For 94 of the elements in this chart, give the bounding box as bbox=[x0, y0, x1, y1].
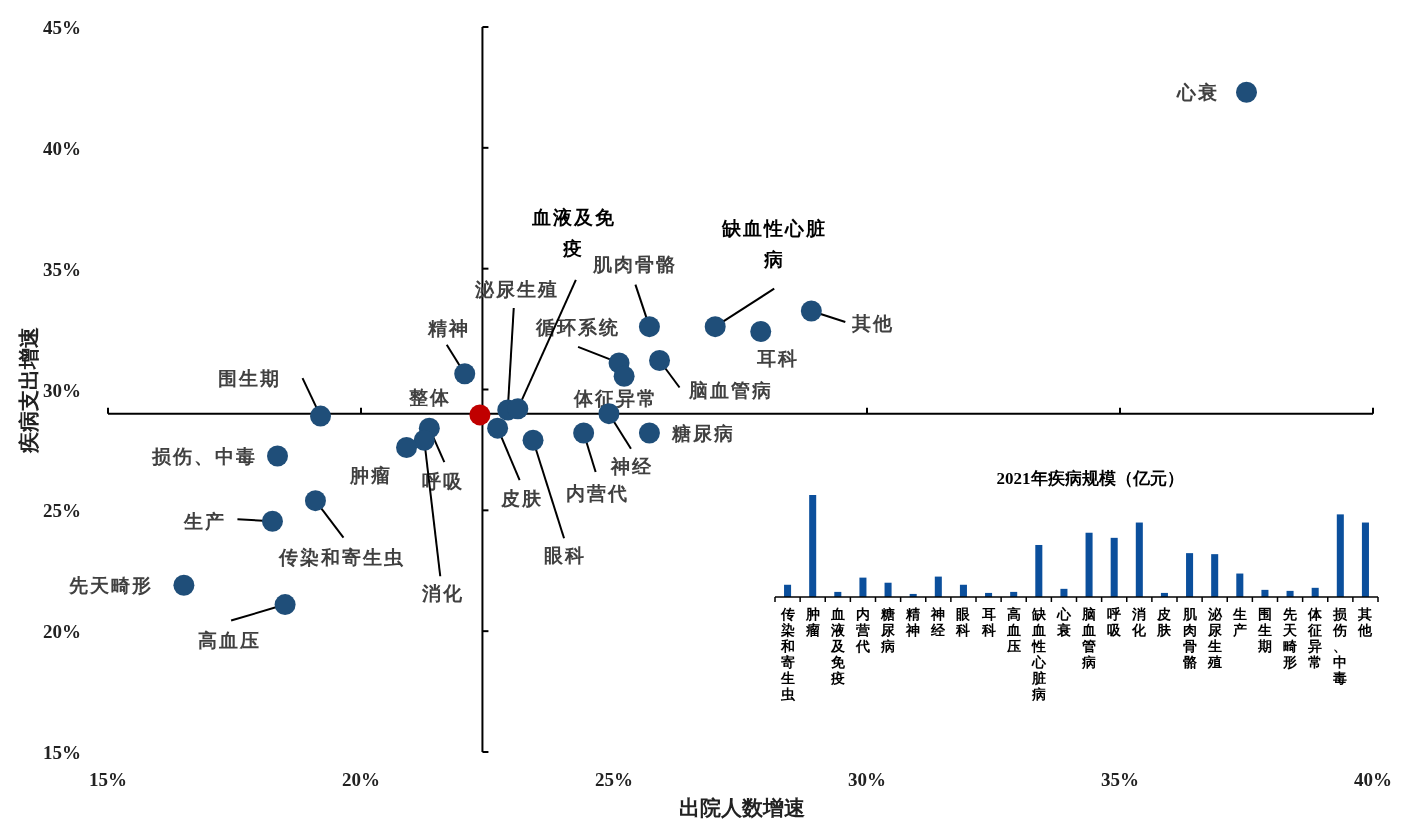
bar bbox=[884, 582, 892, 597]
annotation: 精神 bbox=[426, 317, 470, 339]
point bbox=[267, 445, 289, 467]
point bbox=[261, 510, 283, 532]
bar bbox=[1336, 514, 1344, 597]
annotation: 缺血性心脏病 bbox=[720, 217, 827, 270]
point bbox=[800, 300, 822, 322]
x-tick-label: 20% bbox=[342, 769, 380, 790]
point bbox=[638, 422, 660, 444]
point bbox=[649, 350, 671, 371]
y-tick-label: 35% bbox=[43, 258, 81, 280]
y-tick-label: 45% bbox=[43, 17, 81, 38]
bar bbox=[1236, 573, 1244, 597]
annotation: 生产 bbox=[183, 511, 227, 533]
point bbox=[173, 574, 195, 596]
y-tick-label: 30% bbox=[43, 379, 81, 401]
annotation: 传染和寄生虫 bbox=[278, 546, 406, 568]
y-tick-label: 15% bbox=[43, 742, 81, 763]
point bbox=[454, 363, 476, 385]
point bbox=[310, 405, 332, 427]
annotation: 损伤、中毒 bbox=[151, 445, 258, 467]
annotation: 消化 bbox=[421, 583, 465, 605]
bar bbox=[1035, 544, 1043, 597]
x-axis-title: 出院人数增速 bbox=[679, 796, 805, 820]
x-tick-label: 心衰 bbox=[1055, 606, 1072, 638]
y-axis-title: 疾病支出增速 bbox=[17, 327, 41, 454]
annotation: 心衰 bbox=[1175, 82, 1219, 104]
x-tick-label: 生产 bbox=[1231, 607, 1247, 638]
x-tick-label: 神经 bbox=[930, 606, 947, 638]
annotation: 其他 bbox=[851, 312, 895, 334]
x-tick-label: 糖尿病 bbox=[880, 606, 897, 654]
x-tick-label: 血液及免疫 bbox=[829, 607, 846, 686]
point bbox=[274, 594, 296, 616]
point bbox=[1236, 81, 1257, 103]
x-tick-label: 泌尿生殖 bbox=[1206, 607, 1223, 670]
x-tick-label: 皮肤 bbox=[1156, 607, 1173, 638]
annotation: 整体 bbox=[407, 386, 451, 408]
bar bbox=[1361, 522, 1369, 597]
bar bbox=[934, 576, 942, 597]
x-tick-label: 内营代 bbox=[854, 607, 870, 654]
point bbox=[573, 422, 595, 444]
x-tick-label: 其他 bbox=[1357, 607, 1374, 638]
x-tick-label: 围生期 bbox=[1256, 607, 1272, 654]
x-tick-label: 脑血管病 bbox=[1081, 606, 1097, 670]
y-tick-label: 40% bbox=[43, 137, 81, 159]
x-tick-label: 消化 bbox=[1131, 607, 1148, 638]
annotation: 肿瘤 bbox=[348, 464, 392, 486]
x-tick-label: 精神 bbox=[905, 607, 921, 638]
bar bbox=[959, 584, 967, 597]
bar bbox=[1186, 553, 1194, 597]
bar bbox=[809, 495, 817, 597]
x-tick-label: 眼科 bbox=[955, 607, 972, 638]
x-tick-label: 体征异常 bbox=[1307, 607, 1324, 670]
x-tick-label: 40% bbox=[1354, 769, 1392, 790]
x-tick-label: 肿瘤 bbox=[804, 607, 820, 638]
x-tick-label: 30% bbox=[848, 769, 886, 790]
point bbox=[413, 429, 435, 451]
x-tick-label: 15% bbox=[89, 769, 127, 790]
point bbox=[522, 429, 544, 451]
bar bbox=[1110, 537, 1118, 597]
chart-title: 2021年疾病规模（亿元） bbox=[996, 469, 1184, 488]
annotation: 先天畸形 bbox=[67, 575, 153, 597]
point bbox=[396, 437, 418, 458]
x-tick-label: 呼吸 bbox=[1107, 606, 1123, 638]
x-tick-label: 缺血性心脏病 bbox=[1030, 607, 1047, 702]
x-tick-label: 高血压 bbox=[1005, 606, 1021, 654]
point bbox=[704, 316, 726, 338]
x-tick-label: 肌肉骨骼 bbox=[1181, 607, 1198, 670]
x-tick-label: 耳科 bbox=[980, 607, 996, 638]
point bbox=[638, 316, 660, 338]
x-tick-label: 损伤、中毒 bbox=[1332, 607, 1349, 686]
bar bbox=[1211, 554, 1219, 597]
point bbox=[613, 365, 635, 387]
y-tick-label: 25% bbox=[43, 500, 81, 522]
bar bbox=[784, 584, 792, 597]
annotation: 内营代 bbox=[566, 483, 630, 504]
annotation: 耳科 bbox=[755, 347, 799, 369]
annotation: 围生期 bbox=[218, 368, 282, 390]
annotation: 眼科 bbox=[544, 545, 587, 567]
bar bbox=[859, 577, 867, 597]
annotation: 糖尿病 bbox=[670, 423, 735, 444]
bar bbox=[1135, 522, 1143, 597]
annotation: 神经 bbox=[609, 455, 653, 477]
point bbox=[750, 321, 772, 342]
point bbox=[469, 404, 491, 426]
x-tick-label: 35% bbox=[1101, 769, 1139, 790]
x-tick-label: 先天畸形 bbox=[1282, 607, 1299, 670]
x-tick-label: 25% bbox=[595, 769, 633, 790]
annotation: 皮肤 bbox=[499, 488, 543, 510]
x-tick-label: 传染和寄生虫 bbox=[779, 607, 796, 702]
bar bbox=[1085, 532, 1093, 597]
point bbox=[304, 490, 326, 512]
point bbox=[487, 417, 509, 439]
annotation: 脑血管病 bbox=[687, 379, 773, 401]
